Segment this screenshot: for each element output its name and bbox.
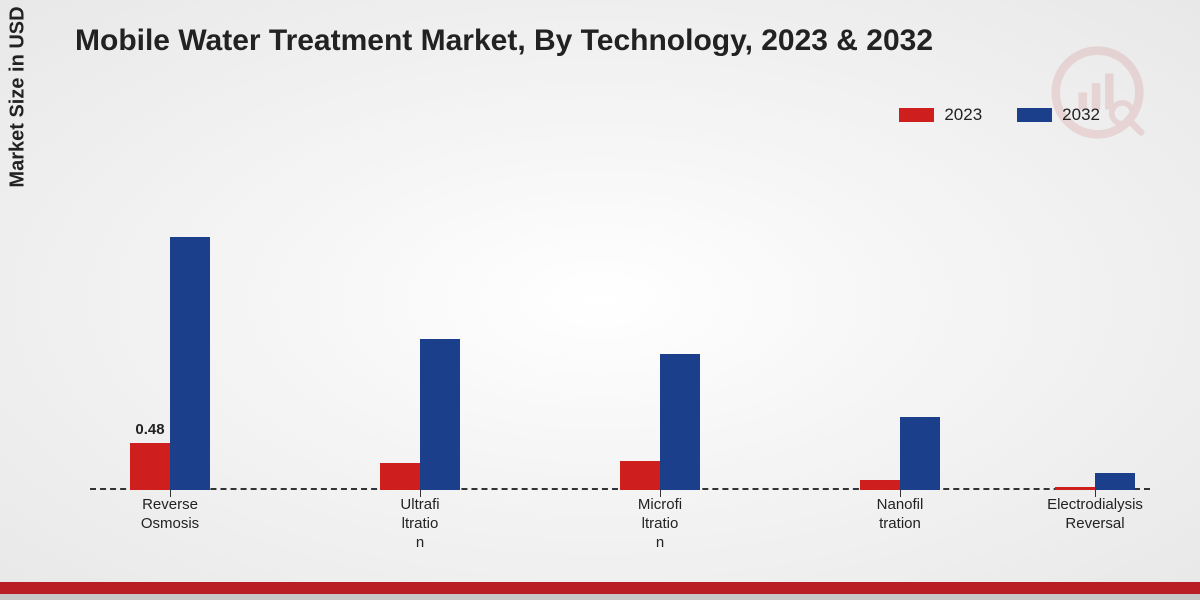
footer-accent-bar xyxy=(0,582,1200,594)
bar-2032 xyxy=(170,237,210,490)
legend: 2023 2032 xyxy=(899,105,1100,125)
x-axis-category-label: ElectrodialysisReversal xyxy=(1035,496,1155,534)
x-axis-category-label: Ultrafiltration xyxy=(360,496,480,552)
bar-group: 0.48 xyxy=(130,237,210,490)
bar-2023 xyxy=(1055,487,1095,490)
footer-grey-bar xyxy=(0,594,1200,600)
bar-2032 xyxy=(900,417,940,490)
legend-label-2032: 2032 xyxy=(1062,105,1100,125)
bar-group xyxy=(620,354,700,490)
legend-item-2023: 2023 xyxy=(899,105,982,125)
bar-2032 xyxy=(1095,473,1135,490)
brand-logo-icon xyxy=(1050,45,1145,140)
legend-swatch-2032 xyxy=(1017,108,1052,122)
bar-2023 xyxy=(620,461,660,490)
legend-swatch-2023 xyxy=(899,108,934,122)
y-axis-label: Market Size in USD Billion xyxy=(7,0,30,188)
bar-2032 xyxy=(660,354,700,490)
bar-group xyxy=(380,339,460,490)
legend-item-2032: 2032 xyxy=(1017,105,1100,125)
x-axis-category-label: Microfiltration xyxy=(600,496,720,552)
bar-2023 xyxy=(380,463,420,490)
bar-value-label: 0.48 xyxy=(135,421,164,438)
x-axis-category-label: ReverseOsmosis xyxy=(110,496,230,534)
bar-group xyxy=(1055,473,1135,490)
x-axis-category-label: Nanofiltration xyxy=(840,496,960,534)
legend-label-2023: 2023 xyxy=(944,105,982,125)
chart-title: Mobile Water Treatment Market, By Techno… xyxy=(75,24,933,58)
bar-2023 xyxy=(860,480,900,490)
bar-group xyxy=(860,417,940,490)
bar-2032 xyxy=(420,339,460,490)
bar-2023: 0.48 xyxy=(130,443,170,490)
chart-plot-area: 0.48 xyxy=(90,150,1150,490)
